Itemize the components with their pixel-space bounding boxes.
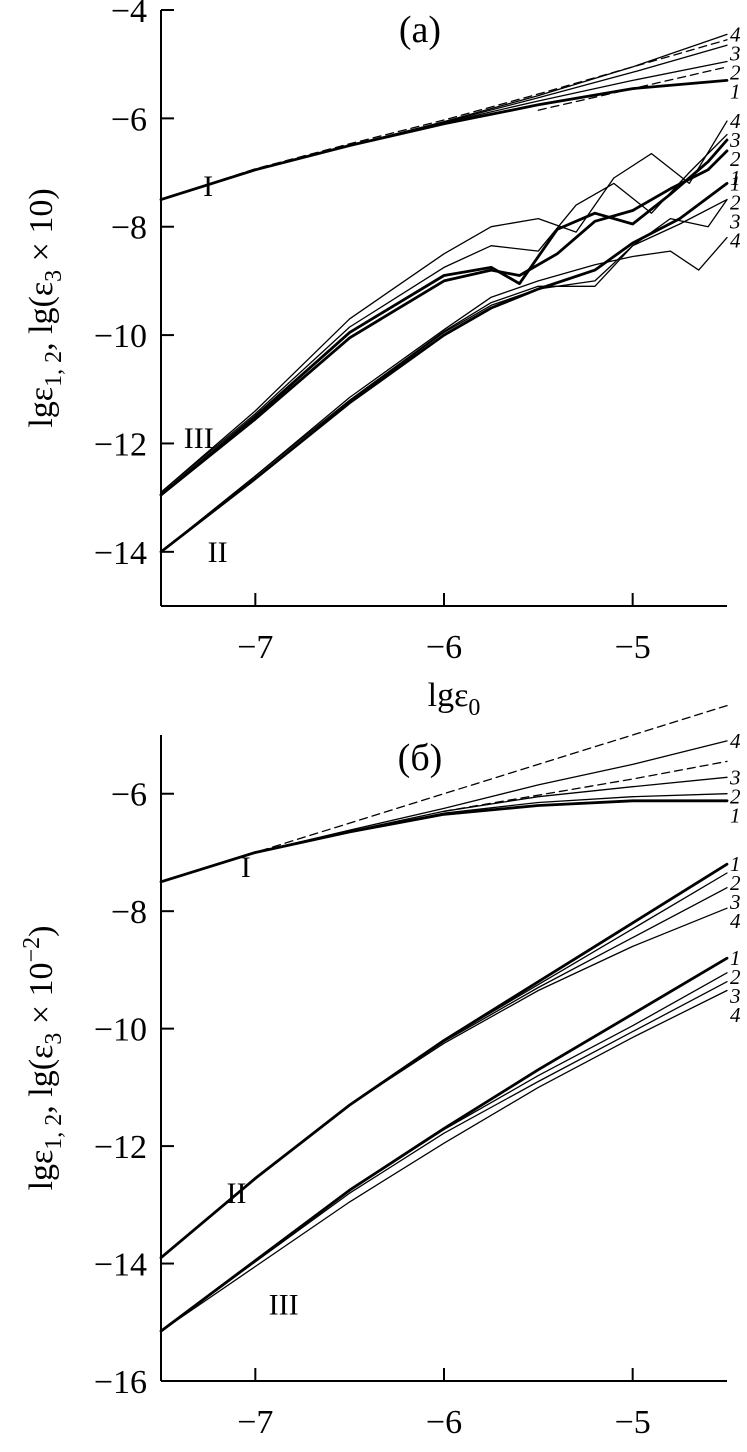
y-tick-label: −6 <box>111 777 147 814</box>
series-number-label: 1 <box>730 171 741 195</box>
group-label-II: II <box>208 536 228 569</box>
y-tick-label: −14 <box>94 1247 147 1284</box>
series-line-III-4 <box>160 120 728 493</box>
series-line-I-4 <box>160 33 728 201</box>
series-line-III-1 <box>159 149 729 497</box>
y-tick-label: −6 <box>111 101 147 138</box>
series-number-label: 1 <box>730 166 741 190</box>
series-number-label: 4 <box>730 109 741 133</box>
x-axis-label: lgε0 <box>428 677 481 721</box>
chart-panel-a: −14 −12 −10 −8 −6 −4 −7 −6 −5 (a) lgε0 lgε1, 2, lg(… <box>23 0 741 721</box>
series-number-label: 2 <box>730 965 741 989</box>
series-line-I-dashed-4 <box>160 39 728 201</box>
y-tick-label: −8 <box>111 210 147 247</box>
y-axis-label: lgε1, 2, lg(ε3 × 10−2) <box>19 926 67 1191</box>
series-number-label: 3 <box>729 41 741 65</box>
series-number-label: 3 <box>729 984 741 1008</box>
y-axis-label: lgε1, 2, lg(ε3 × 10) <box>23 188 67 427</box>
series-line-III-4 <box>160 989 728 1332</box>
series-line-I-dashed-5 <box>537 66 728 111</box>
series-number-label: 2 <box>730 871 741 895</box>
group-label-III: III <box>184 422 214 455</box>
series-number-label: 2 <box>730 784 741 808</box>
series-number-label: 3 <box>729 209 741 233</box>
series-line-III-3 <box>160 981 728 1332</box>
y-tick-label: −4 <box>111 0 147 30</box>
series-number-label: 3 <box>729 890 741 914</box>
series-line-I-3 <box>160 44 728 201</box>
series-number-label: 1 <box>730 803 741 827</box>
series-line-II-4 <box>160 236 728 553</box>
x-tick-label: −7 <box>237 1404 273 1441</box>
series-number-label: 1 <box>730 79 741 103</box>
series-line-III-1 <box>159 956 729 1333</box>
y-tick-label: −12 <box>94 1129 147 1166</box>
y-tick-label: −10 <box>94 1012 147 1049</box>
x-tick-label: −5 <box>615 1404 651 1441</box>
series-number-label: 2 <box>730 147 741 171</box>
series-line-II-3 <box>160 198 728 553</box>
series-line-I-dashed-4 <box>160 704 728 883</box>
series-number-label: 4 <box>730 909 741 933</box>
series-line-II-4 <box>160 907 728 1259</box>
panel-title: (б) <box>398 737 443 779</box>
series-number-label: 3 <box>729 128 741 152</box>
series-line-I-1 <box>159 79 729 201</box>
x-tick-label: −5 <box>615 629 651 666</box>
series-number-label: 4 <box>730 22 741 46</box>
series-line-II-2 <box>160 198 728 553</box>
series-number-label: 2 <box>730 190 741 214</box>
x-tick-label: −6 <box>426 1404 462 1441</box>
group-label-I: I <box>203 170 213 203</box>
series-number-label: 4 <box>730 1003 741 1027</box>
panel-title: (a) <box>399 9 441 51</box>
series-number-label: 1 <box>730 852 741 876</box>
series-number-label: 4 <box>730 729 741 753</box>
x-tick-label: −6 <box>426 629 462 666</box>
group-label-I: I <box>241 851 251 884</box>
series-line-III-2 <box>159 138 729 497</box>
series-line-I-2 <box>160 60 728 201</box>
series-line-III-2 <box>160 972 728 1332</box>
y-tick-label: −10 <box>94 318 147 355</box>
group-label-III: III <box>269 1289 299 1322</box>
y-tick-label: −16 <box>94 1364 147 1401</box>
series-line-I-dashed-5 <box>443 760 728 812</box>
y-tick-label: −8 <box>111 894 147 931</box>
group-label-II: II <box>226 1177 246 1210</box>
series-line-III-3 <box>160 133 728 493</box>
series-number-label: 4 <box>730 228 741 252</box>
series-number-label: 2 <box>730 60 741 84</box>
y-tick-label: −14 <box>94 535 147 572</box>
y-tick-label: −12 <box>94 426 147 463</box>
series-number-label: 3 <box>729 765 741 789</box>
series-number-label: 1 <box>730 946 741 970</box>
x-tick-label: −7 <box>237 629 273 666</box>
